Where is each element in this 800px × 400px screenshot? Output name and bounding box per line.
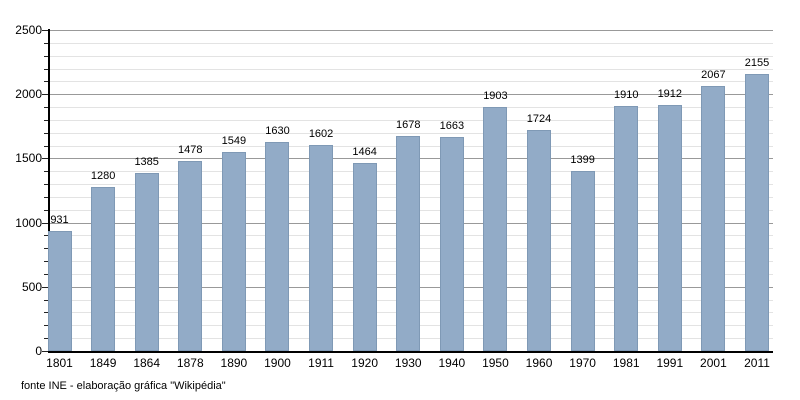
minor-gridline bbox=[50, 81, 773, 82]
bar-value-label: 1910 bbox=[613, 88, 639, 101]
bar-value-label: 1663 bbox=[439, 120, 465, 133]
y-axis-tick bbox=[44, 184, 48, 185]
bar-value-label: 1678 bbox=[396, 118, 421, 131]
y-axis-tick bbox=[44, 146, 48, 147]
bar-value-label: 2067 bbox=[701, 68, 726, 81]
minor-gridline bbox=[50, 107, 773, 108]
y-axis-tick bbox=[44, 300, 48, 301]
y-tick-label: 1000 bbox=[15, 216, 42, 230]
minor-gridline bbox=[50, 69, 773, 70]
y-axis-tick bbox=[44, 312, 48, 313]
x-tick-label: 2001 bbox=[700, 356, 727, 370]
bar bbox=[221, 152, 246, 351]
x-tick-label: 1878 bbox=[176, 356, 204, 370]
x-tick-label: 1911 bbox=[308, 356, 334, 370]
x-tick-label: 1920 bbox=[351, 356, 378, 370]
minor-gridline bbox=[50, 56, 773, 57]
y-axis-tick bbox=[44, 338, 48, 339]
major-gridline bbox=[50, 30, 773, 31]
bar bbox=[134, 173, 159, 351]
bar bbox=[352, 163, 377, 351]
x-tick-label: 1801 bbox=[46, 356, 73, 370]
y-axis-tick bbox=[44, 81, 48, 82]
y-tick-label: 1500 bbox=[15, 151, 42, 165]
x-axis-line bbox=[48, 351, 773, 353]
bar bbox=[265, 141, 290, 351]
bar bbox=[91, 186, 116, 351]
x-tick-label: 1890 bbox=[220, 356, 248, 370]
x-tick-label: 1970 bbox=[569, 356, 596, 370]
y-axis-tick bbox=[42, 94, 48, 95]
major-gridline bbox=[50, 94, 773, 95]
bar bbox=[701, 85, 726, 351]
bar bbox=[657, 105, 682, 351]
y-axis-tick bbox=[44, 261, 48, 262]
bar bbox=[527, 129, 552, 351]
bar-value-label: 931 bbox=[50, 214, 69, 227]
x-tick-label: 1991 bbox=[656, 356, 684, 370]
y-axis-tick bbox=[44, 210, 48, 211]
y-axis-tick bbox=[42, 287, 48, 288]
y-axis-tick bbox=[44, 274, 48, 275]
y-axis-tick bbox=[44, 120, 48, 121]
bar-value-label: 1478 bbox=[178, 144, 203, 157]
y-tick-label: 2500 bbox=[15, 23, 42, 37]
bar-value-label: 1724 bbox=[526, 112, 552, 125]
x-tick-label: 1849 bbox=[89, 356, 117, 370]
y-tick-label: 500 bbox=[21, 280, 42, 294]
y-axis-tick bbox=[44, 69, 48, 70]
y-axis-tick bbox=[44, 325, 48, 326]
bar-value-label: 1549 bbox=[221, 135, 247, 148]
bar bbox=[47, 231, 72, 351]
minor-gridline bbox=[50, 120, 773, 121]
y-axis-tick bbox=[44, 43, 48, 44]
y-axis-line bbox=[48, 29, 50, 353]
x-tick-label: 1981 bbox=[612, 356, 640, 370]
x-tick-label: 2011 bbox=[744, 356, 770, 370]
x-tick-label: 1960 bbox=[525, 356, 553, 370]
bar bbox=[178, 161, 203, 351]
bar-value-label: 1385 bbox=[134, 156, 159, 169]
bar-value-label: 1464 bbox=[352, 146, 377, 159]
bar-value-label: 1912 bbox=[657, 88, 683, 101]
bar bbox=[745, 74, 769, 351]
bar bbox=[309, 145, 334, 351]
y-axis-tick bbox=[44, 133, 48, 134]
bar-value-label: 1602 bbox=[308, 128, 334, 141]
y-axis-tick bbox=[42, 30, 48, 31]
bar-value-label: 1399 bbox=[570, 154, 595, 167]
y-axis-tick bbox=[44, 56, 48, 57]
x-tick-label: 1940 bbox=[438, 356, 466, 370]
x-tick-label: 1864 bbox=[133, 356, 161, 370]
bar bbox=[570, 171, 595, 351]
minor-gridline bbox=[50, 43, 773, 44]
bar-value-label: 1280 bbox=[90, 169, 116, 182]
bar bbox=[483, 106, 508, 351]
x-tick-label: 1900 bbox=[264, 356, 291, 370]
y-axis-tick bbox=[42, 351, 48, 352]
bar bbox=[396, 135, 421, 351]
y-tick-label: 0 bbox=[35, 344, 42, 358]
bar-value-label: 1903 bbox=[483, 89, 508, 102]
y-axis-tick bbox=[44, 235, 48, 236]
x-tick-label: 1950 bbox=[482, 356, 509, 370]
y-axis-tick bbox=[44, 107, 48, 108]
y-axis-tick bbox=[42, 223, 48, 224]
bar bbox=[614, 105, 639, 351]
source-note: fonte INE - elaboração gráfica "Wikipédi… bbox=[21, 380, 226, 392]
minor-gridline bbox=[50, 133, 773, 134]
y-axis-tick bbox=[44, 197, 48, 198]
y-axis-tick bbox=[44, 248, 48, 249]
y-tick-label: 2000 bbox=[15, 87, 42, 101]
bar bbox=[439, 137, 464, 351]
x-tick-label: 1930 bbox=[394, 356, 422, 370]
bar-value-label: 1630 bbox=[265, 124, 290, 137]
y-axis-tick bbox=[42, 158, 48, 159]
y-axis-tick bbox=[44, 171, 48, 172]
bar-value-label: 2155 bbox=[744, 57, 770, 70]
